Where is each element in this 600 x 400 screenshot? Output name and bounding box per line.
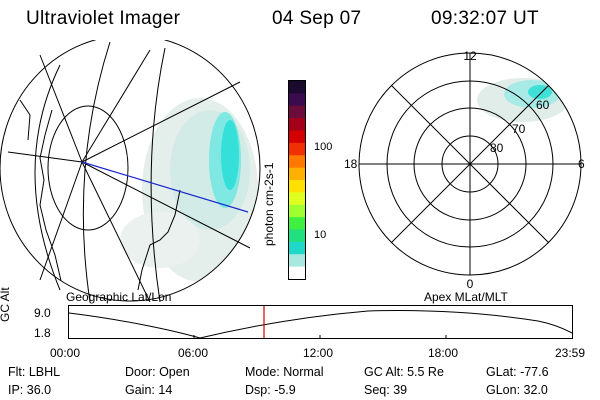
info-glon: GLon: 32.0 [486, 383, 548, 397]
altitude-curve [68, 310, 573, 339]
info-mode: Mode: Normal [245, 365, 324, 379]
colorbar-segment [289, 254, 305, 268]
timeline-x-tick-1800: 18:00 [428, 346, 459, 360]
colorbar-segment [289, 180, 305, 193]
colorbar-unit-label: photon cm-2s-1 [262, 162, 276, 246]
timeline-x-tick-0600: 06:00 [178, 346, 209, 360]
magnetic-polar-plot: 12 18 6 0 60 70 80 [344, 49, 585, 290]
colorbar-segment [289, 93, 305, 107]
colorbar-segment [289, 241, 305, 255]
geographic-projection-map [0, 40, 261, 302]
mlat-label-80: 80 [490, 141, 504, 155]
aurora-emission-left [120, 98, 258, 282]
colorbar-segment [289, 81, 305, 94]
header: Ultraviolet Imager 04 Sep 07 09:32:07 UT [0, 4, 600, 32]
right-panel-caption: Apex MLat/MLT [424, 290, 508, 304]
colorbar-segment [289, 266, 305, 279]
coastline [19, 99, 181, 291]
info-ip: IP: 36.0 [8, 383, 52, 397]
info-flt: Flt: LBHL [8, 365, 61, 379]
altitude-timeline [68, 305, 573, 339]
colorbar-segment [289, 105, 305, 119]
colorbar-segment [289, 155, 305, 169]
info-gc-alt: GC Alt: 5.5 Re [364, 365, 444, 379]
mlt-label-0: 0 [467, 277, 474, 290]
colorbar-segment [289, 130, 305, 144]
colorbar-segment [289, 217, 305, 231]
info-dsp: Dsp: -5.9 [245, 383, 296, 397]
observation-time: 09:32:07 UT [431, 8, 539, 29]
timeline-x-tick-2359: 23:59 [555, 346, 586, 360]
timeline-y-tick-low: 1.8 [34, 326, 51, 340]
timeline-axis-label: GC Alt [0, 287, 12, 322]
colorbar-segment [289, 192, 305, 206]
observation-date: 04 Sep 07 [272, 8, 362, 29]
colorbar-segment [289, 167, 305, 181]
timeline-x-tick-1200: 12:00 [303, 346, 334, 360]
colorbar-segment [289, 229, 305, 243]
terminator-line [81, 161, 249, 213]
colorbar-segment [289, 142, 305, 156]
timeline-y-tick-high: 9.0 [34, 306, 51, 320]
info-gain: Gain: 14 [125, 383, 173, 397]
instrument-title: Ultraviolet Imager [26, 8, 181, 29]
colorbar [288, 80, 306, 280]
colorbar-segment [289, 204, 305, 218]
timeline-x-tick-0000: 00:00 [50, 346, 81, 360]
colorbar-tick-100: 100 [314, 141, 333, 153]
left-panel-caption: Geographic Lat/Lon [66, 290, 172, 304]
info-glat: GLat: -77.6 [486, 365, 549, 379]
colorbar-segment [289, 118, 305, 132]
mlt-label-12: 12 [463, 49, 477, 63]
mlat-label-60: 60 [536, 98, 550, 112]
info-door: Door: Open [125, 365, 190, 379]
info-seq: Seq: 39 [364, 383, 408, 397]
mlt-label-18: 18 [344, 157, 358, 171]
colorbar-tick-10: 10 [314, 229, 327, 241]
mlat-label-70: 70 [512, 122, 526, 136]
mlt-label-6: 6 [578, 157, 585, 171]
